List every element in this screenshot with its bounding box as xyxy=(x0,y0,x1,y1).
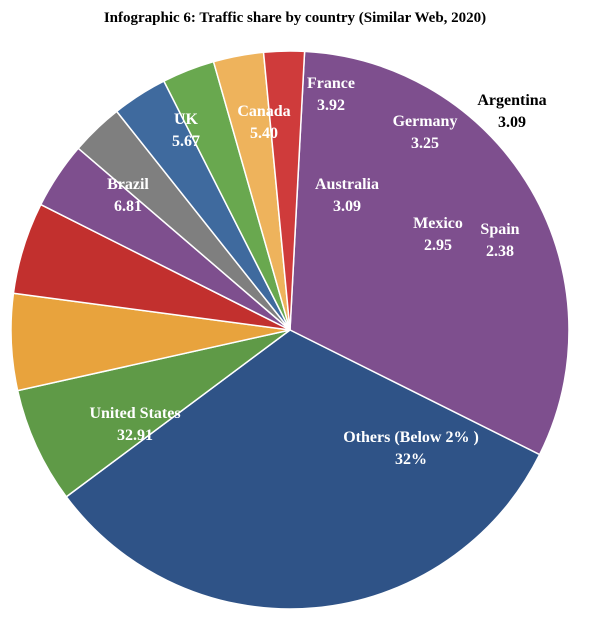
pie-slice-spain xyxy=(262,50,306,331)
pie-slice-united-states xyxy=(65,329,541,610)
slice-label-name: France xyxy=(307,75,355,92)
slice-label-value: 32.91 xyxy=(117,427,153,444)
slice-label-name: Argentina xyxy=(477,92,546,109)
pie-labels: Others (Below 2% ) 32% United States 32.91 B… xyxy=(89,75,546,468)
slice-label-value: 3.09 xyxy=(498,114,526,131)
slice-label-name: United States xyxy=(89,405,180,422)
slice-label-name: Spain xyxy=(480,221,519,238)
chart-title: Infographic 6: Traffic share by country … xyxy=(103,10,487,26)
slice-label-name: Germany xyxy=(393,113,458,130)
slice-label-value: 3.09 xyxy=(333,198,361,215)
pie-slice-others-below-2 xyxy=(289,50,570,456)
slice-label-value: 5.67 xyxy=(172,133,200,150)
slice-label-value: 2.95 xyxy=(424,237,452,254)
slice-label-name: Brazil xyxy=(107,176,149,193)
slice-label-name: UK xyxy=(174,111,199,128)
slice-label-value: 6.81 xyxy=(114,198,142,215)
slice-label-value: 3.92 xyxy=(317,97,345,114)
slice-label-name: Australia xyxy=(315,176,379,193)
slice-label-name: Others (Below 2% ) xyxy=(343,429,479,446)
slice-label-value: 2.38 xyxy=(486,243,514,260)
pie-slices xyxy=(10,50,570,610)
slice-label-value: 3.25 xyxy=(411,135,439,152)
slice-label-name: Mexico xyxy=(413,215,463,232)
slice-label-value: 5.40 xyxy=(250,125,278,142)
slice-label-name: Canada xyxy=(237,103,290,120)
pie-slice-brazil xyxy=(16,329,291,498)
slice-label-value: 32% xyxy=(395,451,427,468)
